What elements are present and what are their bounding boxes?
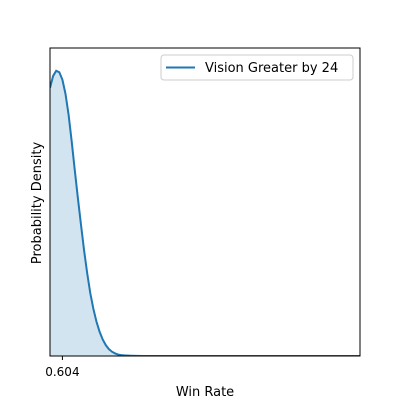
- legend: Vision Greater by 24: [160, 54, 354, 81]
- legend-label: Vision Greater by 24: [205, 61, 338, 76]
- y-axis-label: Probability Density: [30, 142, 45, 265]
- density-area-fill: [50, 70, 360, 356]
- x-tick-label: 0.604: [45, 365, 79, 379]
- x-axis-label: Win Rate: [176, 385, 234, 400]
- legend-box: [160, 54, 354, 81]
- plot-area: [50, 48, 360, 356]
- plot-frame: [49, 47, 361, 357]
